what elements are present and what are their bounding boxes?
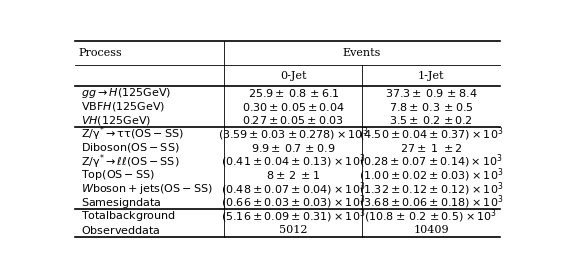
Text: $3.5 \pm\, 0.2 \,\pm 0.2$: $3.5 \pm\, 0.2 \,\pm 0.2$ [389,114,473,126]
Text: $VH\mathrm{ (125 GeV)}$: $VH\mathrm{ (125 GeV)}$ [81,114,150,127]
Text: 1-Jet: 1-Jet [418,70,444,81]
Text: $(5.16 \pm 0.09 \pm 0.31)\times10^{3}$: $(5.16 \pm 0.09 \pm 0.31)\times10^{3}$ [221,208,366,225]
Text: 10409: 10409 [413,225,449,235]
Text: Process: Process [79,48,122,58]
Text: $(3.59 \pm 0.03 \pm 0.278)\times10^{3}$: $(3.59 \pm 0.03 \pm 0.278)\times10^{3}$ [218,125,369,143]
Text: $0.27 \pm 0.05 \pm 0.03$: $0.27 \pm 0.05 \pm 0.03$ [242,114,344,126]
Text: $gg\mathrm{ \rightarrow }H\mathrm{ (125 GeV)}$: $gg\mathrm{ \rightarrow }H\mathrm{ (125 … [81,86,171,100]
Text: 0-Jet: 0-Jet [280,70,307,81]
Text: $\mathrm{Same sign data}$: $\mathrm{Same sign data}$ [81,196,161,209]
Text: $(10.8 \pm\, 0.2 \,\pm 0.5)\times10^{3}$: $(10.8 \pm\, 0.2 \,\pm 0.5)\times10^{3}$ [365,208,498,225]
Text: 5012: 5012 [279,225,307,235]
Text: $(1.32 \pm 0.12 \pm 0.12)\times10^{3}$: $(1.32 \pm 0.12 \pm 0.12)\times10^{3}$ [358,180,503,198]
Text: $25.9 \pm\, 0.8 \,\pm 6.1$: $25.9 \pm\, 0.8 \,\pm 6.1$ [247,87,339,99]
Text: $(0.66 \pm 0.03 \pm 0.03)\times10^{3}$: $(0.66 \pm 0.03 \pm 0.03)\times10^{3}$ [221,194,366,211]
Text: $(1.00 \pm 0.02 \pm 0.03)\times10^{3}$: $(1.00 \pm 0.02 \pm 0.03)\times10^{3}$ [358,166,503,184]
Text: $(3.68 \pm 0.06 \pm 0.18)\times10^{3}$: $(3.68 \pm 0.06 \pm 0.18)\times10^{3}$ [358,194,503,211]
Text: Events: Events [343,48,381,58]
Text: $\mathrm{Observed data}$: $\mathrm{Observed data}$ [81,224,160,236]
Text: $27 \pm\; 1 \;\pm 2$: $27 \pm\; 1 \;\pm 2$ [400,142,462,154]
Text: $7.8 \pm\, 0.3 \,\pm 0.5$: $7.8 \pm\, 0.3 \,\pm 0.5$ [389,101,473,113]
Text: $(0.48 \pm 0.07 \pm 0.04)\times10^{3}$: $(0.48 \pm 0.07 \pm 0.04)\times10^{3}$ [221,180,366,198]
Text: $\mathrm{VBF }H\mathrm{ (125 GeV)}$: $\mathrm{VBF }H\mathrm{ (125 GeV)}$ [81,100,165,113]
Text: $(0.28 \pm 0.07 \pm 0.14)\times10^{3}$: $(0.28 \pm 0.07 \pm 0.14)\times10^{3}$ [359,153,503,170]
Text: $0.30 \pm 0.05 \pm 0.04$: $0.30 \pm 0.05 \pm 0.04$ [242,101,345,113]
Text: $8 \pm\, 2 \;\pm 1$: $8 \pm\, 2 \;\pm 1$ [266,169,320,181]
Text: $\mathrm{Diboson (OS-SS)}$: $\mathrm{Diboson (OS-SS)}$ [81,141,179,154]
Text: $(0.41 \pm 0.04 \pm 0.13)\times10^{3}$: $(0.41 \pm 0.04 \pm 0.13)\times10^{3}$ [221,153,366,170]
Text: $9.9 \pm\, 0.7 \,\pm 0.9$: $9.9 \pm\, 0.7 \,\pm 0.9$ [251,142,335,154]
Text: $\mathrm{Z/\gamma^{*} \rightarrow \tau\tau (OS-SS)}$: $\mathrm{Z/\gamma^{*} \rightarrow \tau\t… [81,125,183,143]
Text: $\mathrm{Top (OS-SS)}$: $\mathrm{Top (OS-SS)}$ [81,168,155,182]
Text: $\mathrm{Total background}$: $\mathrm{Total background}$ [81,209,176,223]
Text: $(4.50 \pm 0.04 \pm 0.37)\times10^{3}$: $(4.50 \pm 0.04 \pm 0.37)\times10^{3}$ [358,125,503,143]
Text: $W\mathrm{ boson + jets (OS-SS)}$: $W\mathrm{ boson + jets (OS-SS)}$ [81,182,212,196]
Text: $\mathrm{Z/\gamma^{*} \rightarrow \ell\ell (OS-SS)}$: $\mathrm{Z/\gamma^{*} \rightarrow \ell\e… [81,152,179,171]
Text: $37.3 \pm\, 0.9 \,\pm 8.4$: $37.3 \pm\, 0.9 \,\pm 8.4$ [385,87,477,99]
